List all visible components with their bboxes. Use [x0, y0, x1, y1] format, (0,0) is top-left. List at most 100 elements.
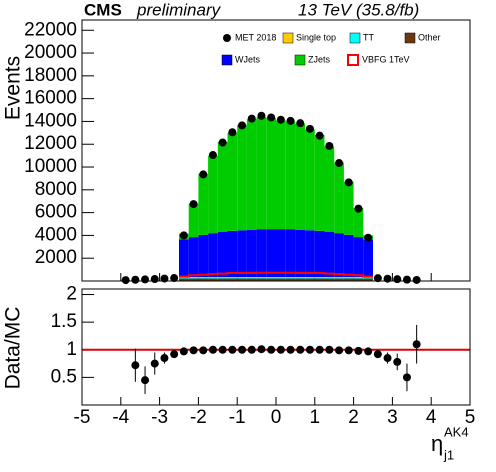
stack-bar	[305, 277, 315, 279]
x-tick-label: 5	[465, 407, 476, 428]
stack-bar	[188, 237, 199, 278]
stack-bar	[305, 230, 315, 278]
y-tick-label: 18000	[24, 65, 77, 86]
stack-bar	[208, 278, 218, 281]
stack-bar	[353, 277, 364, 279]
stack-bar	[266, 277, 276, 279]
ratio-point	[305, 345, 314, 354]
stack-bar	[198, 278, 209, 281]
stack-bar	[188, 203, 199, 238]
stack-bar	[179, 239, 189, 278]
stack-bar	[343, 234, 354, 278]
ratio-point	[402, 373, 411, 382]
stack-bar	[246, 229, 257, 278]
stack-bar	[324, 231, 335, 278]
x-tick-label: -5	[74, 407, 91, 428]
data-point	[335, 159, 344, 168]
ratio-point	[247, 345, 256, 354]
stack-bar	[363, 278, 373, 281]
data-point	[131, 275, 140, 284]
y-tick-label: 20000	[24, 42, 77, 63]
stack-bar	[179, 277, 189, 279]
stack-bar	[208, 277, 218, 279]
legend-label: Single top	[296, 32, 336, 42]
stack-bar	[285, 229, 296, 278]
ratio-point	[412, 340, 421, 349]
y-tick-label: 1	[66, 339, 77, 360]
x-tick-label: 2	[348, 407, 359, 428]
stack-bar	[305, 129, 315, 231]
stack-bar	[237, 278, 247, 281]
y-tick-label: 16000	[24, 88, 77, 109]
stack-bar	[208, 233, 218, 278]
ratio-point	[325, 345, 334, 354]
stack-bar	[314, 277, 325, 279]
data-point	[402, 275, 411, 284]
data-point	[141, 275, 150, 284]
stack-bar	[246, 278, 257, 281]
ratio-point	[160, 354, 169, 363]
stack-bar	[314, 135, 325, 231]
signal-line	[179, 271, 373, 278]
data-point	[218, 138, 227, 147]
stack-bar	[208, 155, 218, 234]
stack-bar	[227, 132, 238, 231]
stack-bar	[227, 278, 238, 281]
stack-bar	[266, 229, 276, 278]
data-point	[247, 114, 256, 123]
data-point	[373, 274, 382, 283]
y-tick-label: 1.5	[51, 311, 77, 332]
data-point	[315, 131, 324, 140]
legend-swatch	[349, 32, 361, 44]
data-point	[179, 231, 188, 240]
stack-bar	[285, 121, 296, 230]
ratio-point	[335, 346, 344, 355]
stack-bar	[179, 278, 189, 281]
stack-bar	[285, 278, 296, 281]
legend-marker	[223, 34, 231, 42]
data-point	[238, 121, 247, 130]
stack-bar	[314, 278, 325, 281]
frame	[81, 19, 471, 282]
data-point	[121, 276, 130, 285]
ratio-point	[141, 376, 150, 385]
stack-bar	[314, 230, 325, 278]
legend-label: TT	[363, 32, 374, 42]
stack-bar	[217, 141, 228, 232]
y-tick-label: 6000	[35, 202, 77, 223]
stack-bar	[295, 123, 306, 230]
stack-bar	[217, 277, 228, 279]
ratio-point	[373, 350, 382, 359]
ratio-point	[296, 345, 305, 354]
experiment-label: CMS	[84, 0, 122, 19]
stack-bar	[343, 278, 354, 281]
x-tick-label: 3	[387, 407, 398, 428]
data-point	[325, 141, 334, 150]
y-tick-label: 22000	[24, 19, 77, 40]
data-point	[364, 233, 373, 242]
ratio-point	[218, 345, 227, 354]
x-axis-label: η	[431, 431, 443, 456]
stack-bar	[227, 277, 238, 279]
data-point	[393, 275, 402, 284]
x-tick-label: -3	[151, 407, 168, 428]
data-point	[296, 119, 305, 128]
stack-bar	[256, 229, 267, 278]
data-point	[170, 274, 179, 283]
y-axis-label: Events	[2, 56, 25, 120]
stack-bar	[188, 277, 199, 279]
y-tick-label: 2000	[35, 247, 77, 268]
stack-bar	[246, 277, 257, 279]
stack-bar	[353, 237, 364, 278]
stack-bar	[198, 277, 209, 279]
ratio-point	[208, 345, 217, 354]
data-point	[344, 178, 353, 187]
ratio-point	[354, 346, 363, 355]
y-tick-label: 12000	[24, 133, 77, 154]
ratio-point	[238, 345, 247, 354]
ratio-point	[179, 347, 188, 356]
legend-label: VBFG 1TeV	[362, 54, 410, 64]
legend-label: WJets	[235, 54, 261, 64]
energy-label: 13 TeV (35.8/fb)	[298, 0, 419, 19]
